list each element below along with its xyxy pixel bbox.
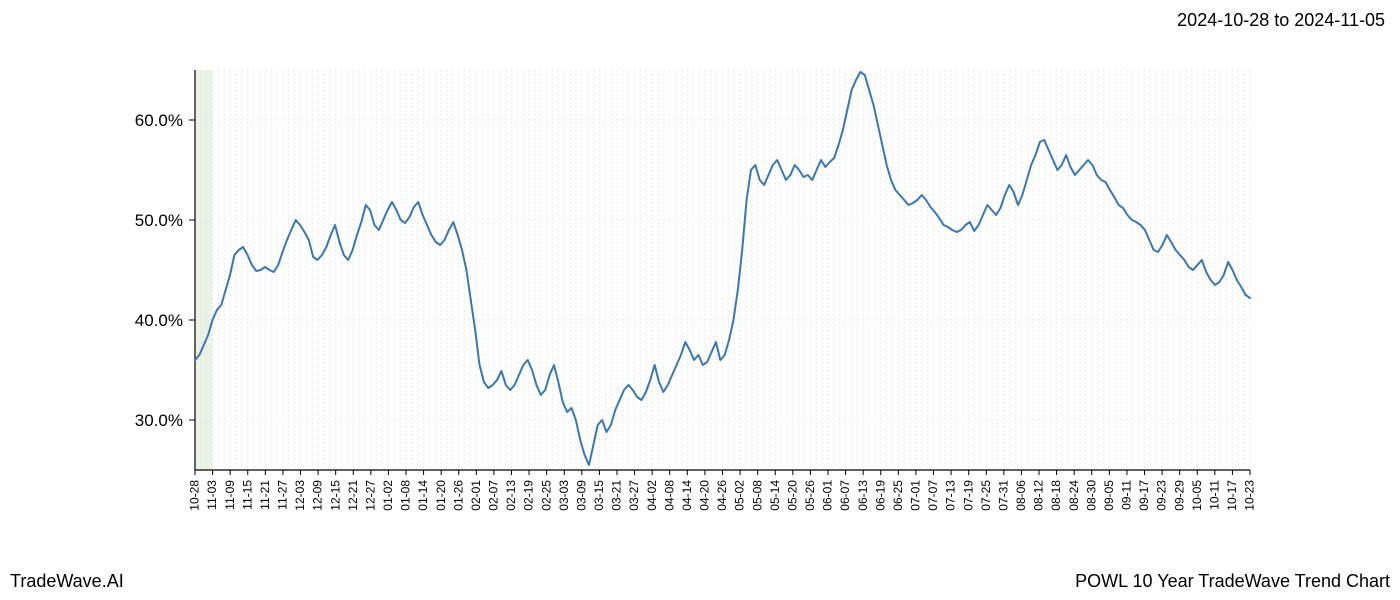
- xtick-label: 05-08: [750, 480, 764, 511]
- xtick-label: 09-23: [1155, 480, 1169, 511]
- xtick-label: 06-25: [891, 480, 905, 511]
- ytick-label: 40.0%: [135, 311, 183, 330]
- xtick-label: 02-01: [469, 480, 483, 511]
- xtick-label: 12-03: [293, 480, 307, 511]
- brand-label: TradeWave.AI: [10, 571, 124, 592]
- xtick-label: 12-09: [311, 480, 325, 511]
- xtick-label: 04-14: [680, 480, 694, 511]
- xtick-label: 10-23: [1243, 480, 1257, 511]
- xtick-label: 11-27: [276, 480, 290, 510]
- xtick-label: 08-18: [1049, 480, 1063, 511]
- xtick-label: 11-09: [223, 480, 237, 510]
- xtick-label: 05-20: [785, 480, 799, 511]
- xtick-label: 01-20: [434, 480, 448, 511]
- xtick-label: 09-17: [1137, 480, 1151, 511]
- xtick-label: 09-11: [1120, 480, 1134, 510]
- xtick-label: 09-05: [1102, 480, 1116, 511]
- ytick-label: 30.0%: [135, 411, 183, 430]
- xtick-label: 04-02: [645, 480, 659, 511]
- xtick-label: 01-08: [399, 480, 413, 511]
- xtick-label: 01-26: [451, 480, 465, 511]
- xtick-label: 07-31: [996, 480, 1010, 511]
- xtick-label: 04-08: [662, 480, 676, 511]
- xtick-label: 08-30: [1084, 480, 1098, 511]
- xtick-label: 02-19: [522, 480, 536, 511]
- xtick-label: 06-13: [856, 480, 870, 511]
- trend-chart: 30.0% 40.0% 50.0% 60.0% 10-2811-03 11-0911-15…: [0, 50, 1400, 570]
- date-range-label: 2024-10-28 to 2024-11-05: [1177, 10, 1385, 31]
- xtick-label: 03-21: [610, 480, 624, 511]
- xtick-label: 03-09: [574, 480, 588, 511]
- xtick-label: 04-20: [698, 480, 712, 511]
- xtick-label: 07-01: [909, 480, 923, 511]
- xtick-label: 11-15: [240, 480, 254, 510]
- xtick-label: 07-19: [961, 480, 975, 511]
- xtick-label: 12-27: [363, 480, 377, 511]
- chart-title: POWL 10 Year TradeWave Trend Chart: [1075, 571, 1390, 592]
- xtick-label: 02-07: [487, 480, 501, 511]
- xtick-label: 05-14: [768, 480, 782, 511]
- xtick-label: 10-28: [188, 480, 202, 511]
- xtick-label: 01-14: [416, 480, 430, 511]
- xtick-label: 10-05: [1190, 480, 1204, 511]
- ytick-label: 50.0%: [135, 211, 183, 230]
- xtick-label: 08-12: [1032, 480, 1046, 511]
- ytick-label: 60.0%: [135, 111, 183, 130]
- xtick-label: 07-25: [979, 480, 993, 511]
- xtick-label: 10-11: [1207, 480, 1221, 510]
- xtick-label: 02-13: [504, 480, 518, 511]
- xtick-label: 03-27: [627, 480, 641, 511]
- xtick-label: 03-03: [557, 480, 571, 511]
- xtick-label: 12-21: [346, 480, 360, 511]
- xtick-label: 06-07: [838, 480, 852, 511]
- xtick-label: 05-26: [803, 480, 817, 511]
- xtick-label: 06-01: [821, 480, 835, 511]
- xtick-label: 04-26: [715, 480, 729, 511]
- xtick-label: 08-24: [1067, 480, 1081, 511]
- xtick-label: 01-02: [381, 480, 395, 511]
- xtick-label: 05-02: [733, 480, 747, 511]
- xtick-label: 11-21: [258, 480, 272, 510]
- xtick-label: 02-25: [539, 480, 553, 511]
- xtick-label: 06-19: [873, 480, 887, 511]
- xtick-label: 10-17: [1225, 480, 1239, 511]
- xtick-label: 12-15: [328, 480, 342, 511]
- xtick-label: 11-03: [205, 480, 219, 510]
- xtick-label: 08-06: [1014, 480, 1028, 511]
- highlight-band: [195, 70, 213, 470]
- xtick-label: 03-15: [592, 480, 606, 511]
- xtick-label: 09-29: [1172, 480, 1186, 511]
- xtick-label: 07-13: [944, 480, 958, 511]
- xtick-label: 07-07: [926, 480, 940, 511]
